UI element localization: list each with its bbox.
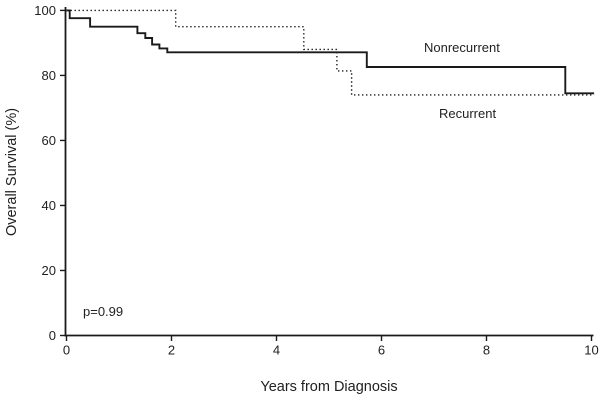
x-tick-label: 6 <box>378 343 385 358</box>
y-tick-label: 40 <box>42 198 56 213</box>
recurrent-curve <box>66 9 595 96</box>
x-tick-label: 2 <box>168 343 175 358</box>
x-axis-ticks: 0 2 4 6 8 10 <box>63 335 599 358</box>
x-axis-title: Years from Diagnosis <box>260 379 397 395</box>
y-tick-label: 60 <box>42 133 56 148</box>
y-tick-label: 0 <box>49 328 56 343</box>
series-label-nonrecurrent: Nonrecurrent <box>424 40 500 55</box>
x-tick-label: 8 <box>483 343 490 358</box>
series-label-recurrent: Recurrent <box>439 106 496 121</box>
y-tick-label: 80 <box>42 68 56 83</box>
x-tick-label: 10 <box>584 343 598 358</box>
x-tick-label: 0 <box>63 343 70 358</box>
y-axis-ticks: 0 20 40 60 80 100 <box>34 3 66 343</box>
y-tick-label: 100 <box>34 3 56 18</box>
nonrecurrent-curve <box>66 9 595 95</box>
x-tick-label: 4 <box>273 343 280 358</box>
y-tick-label: 20 <box>42 263 56 278</box>
p-value-annotation: p=0.99 <box>83 304 123 319</box>
survival-curves <box>66 9 595 96</box>
y-axis-title: Overall Survival (%) <box>4 108 20 236</box>
